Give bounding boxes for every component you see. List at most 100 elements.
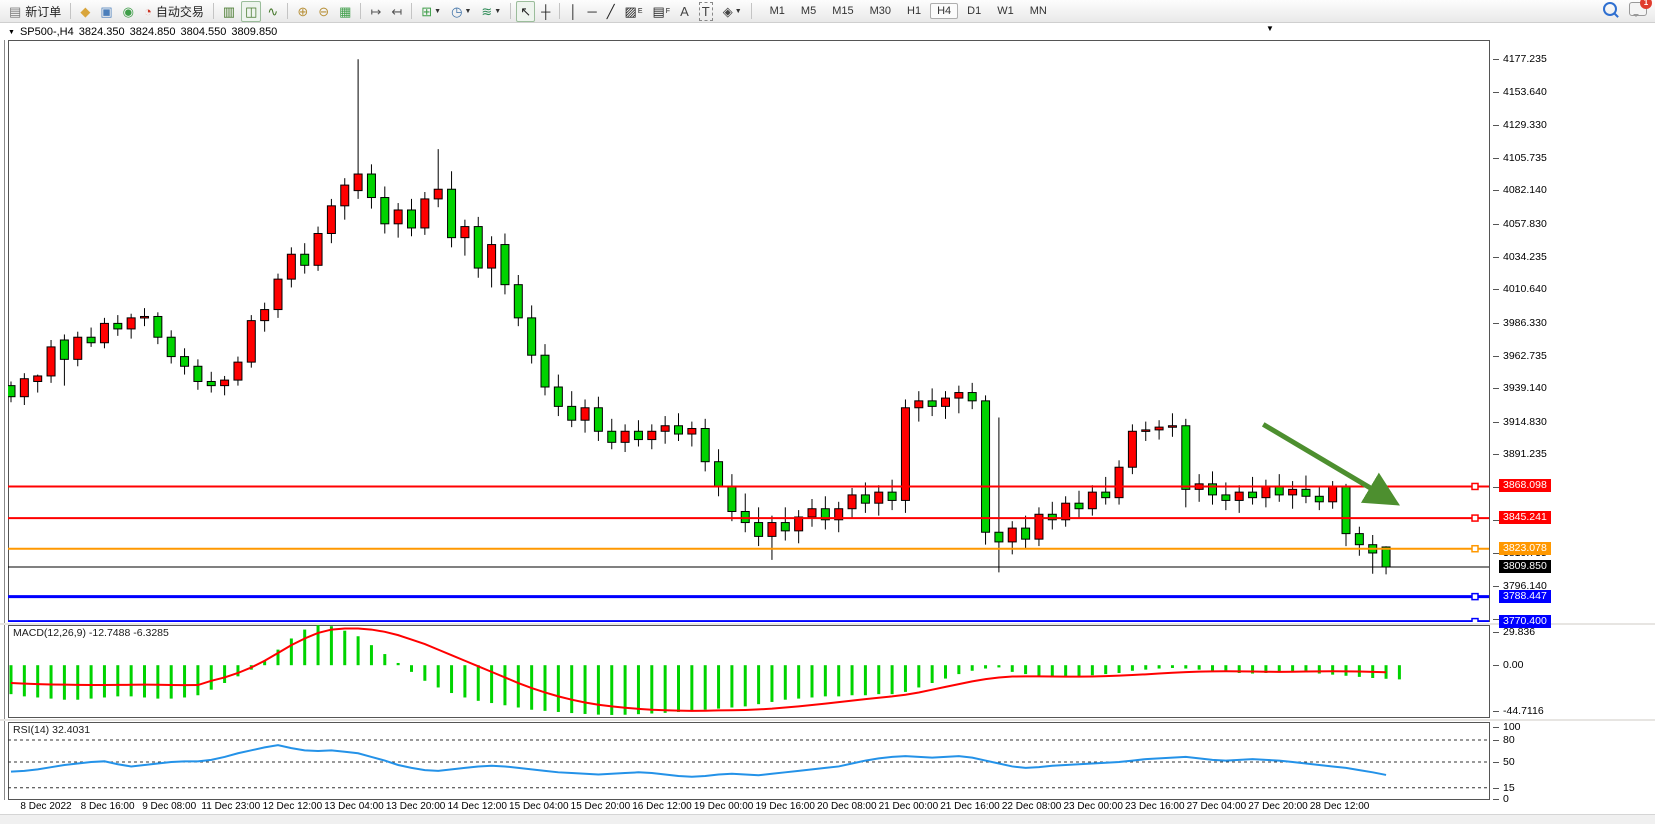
- candle: [754, 522, 764, 537]
- candle: [687, 428, 697, 435]
- line-chart-icon[interactable]: ∿: [263, 1, 282, 22]
- main-chart-canvas[interactable]: [8, 40, 1490, 622]
- rsi-panel-canvas[interactable]: [8, 722, 1490, 800]
- timeframe-m5[interactable]: M5: [800, 5, 817, 17]
- crosshair-icon[interactable]: ┼: [537, 1, 554, 22]
- macd-frame: [8, 625, 1490, 718]
- chart-dropdown-marker[interactable]: ▼: [1266, 24, 1274, 33]
- zoom-in-icon[interactable]: ⊕: [293, 1, 312, 22]
- cursor-icon: ↖: [520, 3, 532, 19]
- candle: [727, 486, 737, 512]
- candle: [1167, 425, 1177, 428]
- timeframe-h1[interactable]: H1: [907, 5, 922, 17]
- candlestick-chart-icon: ◫: [245, 3, 258, 19]
- candle: [286, 253, 296, 280]
- vertical-line-icon[interactable]: │: [565, 1, 581, 22]
- candle: [1114, 466, 1124, 499]
- macd-panel-canvas[interactable]: [8, 625, 1490, 718]
- candle: [233, 361, 243, 381]
- candle: [580, 407, 590, 421]
- candle: [1061, 502, 1071, 521]
- chat-icon[interactable]: 1: [1629, 0, 1652, 17]
- arrows-icon[interactable]: ◈ ▼: [719, 1, 746, 22]
- new-chart-icon[interactable]: ⊞ ▼: [417, 1, 445, 22]
- time-tick: 9 Dec 08:00: [142, 801, 197, 812]
- candle: [981, 400, 991, 533]
- text-icon[interactable]: A: [676, 1, 693, 22]
- price-tick: 4082.140: [1493, 184, 1547, 197]
- candle: [780, 522, 790, 532]
- arrows-icon-dropdown[interactable]: ▼: [734, 7, 742, 15]
- candlestick-chart-icon[interactable]: ◫: [241, 0, 262, 22]
- candle: [73, 336, 83, 360]
- bar-chart-icon[interactable]: ▥: [219, 1, 239, 22]
- candle: [113, 322, 123, 330]
- candle: [1154, 426, 1164, 431]
- timeframe-h4[interactable]: H4: [930, 3, 959, 19]
- profiles-icon[interactable]: ▣: [96, 1, 116, 22]
- panel-splitter[interactable]: [0, 719, 1655, 721]
- candle: [1074, 502, 1084, 510]
- hline-price-label: 3788.447: [1499, 589, 1551, 603]
- candle: [1127, 430, 1137, 468]
- timeframe-d1[interactable]: D1: [967, 5, 982, 17]
- price-tick: 4105.735: [1493, 151, 1547, 164]
- collapse-icon[interactable]: ▼: [8, 28, 15, 36]
- indicators-icon[interactable]: ≋ ▼: [477, 1, 505, 22]
- zoom-out-icon[interactable]: ⊖: [314, 1, 333, 22]
- panel-splitter[interactable]: [0, 623, 1655, 625]
- candle: [33, 375, 43, 382]
- candle: [860, 494, 870, 504]
- timeframe-w1[interactable]: W1: [997, 5, 1014, 17]
- new-chart-icon: ⊞: [421, 3, 433, 19]
- auto-scroll-icon[interactable]: ↦: [366, 1, 385, 22]
- time-axis[interactable]: 8 Dec 2022 8 Dec 16:00 9 Dec 08:00 11 Dec 2…: [8, 801, 1490, 814]
- rsi-value: 32.4031: [52, 724, 91, 736]
- fibonacci-icon[interactable]: ▤ F: [648, 1, 674, 22]
- signals-icon: ◉: [122, 3, 134, 19]
- toolbar-separator: [559, 3, 561, 19]
- autotrading-button[interactable]: ◔ 自动交易: [140, 1, 208, 22]
- macd-axis: 29.836 0.00 -44.7116: [1491, 625, 1655, 718]
- bar-chart-icon: ▥: [222, 3, 236, 19]
- time-tick: 13 Dec 20:00: [385, 801, 446, 812]
- search-icon[interactable]: [1603, 2, 1617, 16]
- trendline-icon[interactable]: ╱: [603, 1, 619, 22]
- time-tick: 11 Dec 23:00: [201, 801, 261, 812]
- rsi-frame: [8, 722, 1490, 800]
- new-order-button[interactable]: ▤ 新订单: [5, 1, 65, 22]
- signals-icon[interactable]: ◉: [119, 1, 138, 22]
- equidistant-channel-icon[interactable]: ▨ E: [621, 1, 647, 22]
- candle: [1341, 486, 1351, 535]
- text-label-icon[interactable]: T: [695, 1, 717, 22]
- cursor-icon[interactable]: ↖: [516, 0, 536, 22]
- candle: [300, 253, 310, 266]
- toolbar: ▤ 新订单 ◆ ▣ ◉ ◔ 自动交易 ▥ ◫ ∿ ⊕ ⊖ ▦ ↦ ↤ ⊞ ▼ ◷ ▼ ≋ ▼ ↖ ┼ │ ─ ╱ ▨ E ▤ F A T ◈ ▼ M…: [0, 0, 1655, 23]
- candle: [1007, 527, 1017, 543]
- price-tick: 4153.640: [1493, 85, 1547, 98]
- profiles-icon: ▣: [100, 3, 113, 19]
- horizontal-line-icon[interactable]: ─: [583, 1, 600, 22]
- candle: [1314, 495, 1324, 503]
- new-chart-icon-dropdown[interactable]: ▼: [434, 7, 442, 15]
- candle: [140, 315, 149, 319]
- timeframe-m15[interactable]: M15: [832, 5, 854, 17]
- rsi-line: [10, 744, 1387, 778]
- chart-shift-icon[interactable]: ↤: [387, 1, 406, 22]
- market-watch-icon[interactable]: ◆: [76, 1, 94, 22]
- candle: [273, 278, 283, 311]
- candle: [407, 209, 416, 229]
- price-axis[interactable]: 4177.235 4153.640 4129.330 4105.735 4082.140…: [1491, 40, 1655, 628]
- indicators-icon-dropdown[interactable]: ▼: [494, 7, 502, 15]
- tile-windows-icon[interactable]: ▦: [335, 1, 355, 22]
- hline-price-label: 3823.078: [1499, 541, 1551, 555]
- window-edge: [4, 40, 5, 800]
- timeframe-mn[interactable]: MN: [1029, 5, 1047, 17]
- candle: [1101, 491, 1111, 499]
- periods-icon[interactable]: ◷ ▼: [447, 1, 475, 22]
- timeframe-m30[interactable]: M30: [869, 5, 891, 17]
- periods-icon-dropdown[interactable]: ▼: [464, 7, 472, 15]
- timeframe-m1[interactable]: M1: [769, 5, 785, 17]
- equidistant-channel-icon: ▨: [624, 3, 637, 19]
- candle: [914, 400, 924, 409]
